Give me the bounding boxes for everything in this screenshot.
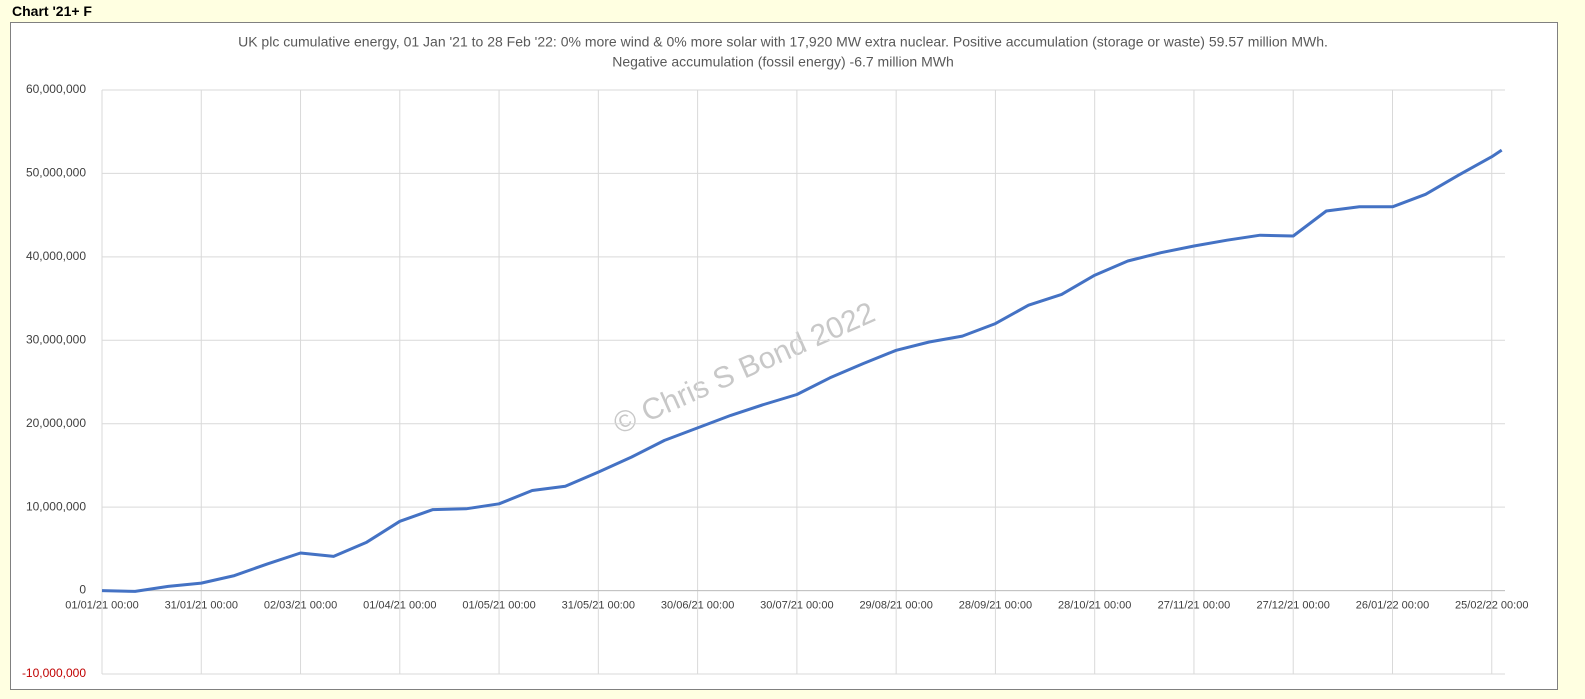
sheet-title: Chart '21+ F (12, 3, 92, 19)
y-tick-label: 30,000,000 (26, 332, 86, 346)
x-tick-label: 02/03/21 00:00 (264, 599, 337, 611)
y-tick-label: 20,000,000 (26, 416, 86, 430)
x-tick-label: 29/08/21 00:00 (859, 599, 932, 611)
x-tick-label: 27/11/21 00:00 (1158, 599, 1231, 611)
x-tick-label: 30/07/21 00:00 (760, 599, 833, 611)
x-tick-label: 31/01/21 00:00 (165, 599, 238, 611)
x-tick-label: 30/06/21 00:00 (661, 599, 734, 611)
y-tick-label: 60,000,000 (26, 82, 86, 96)
x-tick-label: 25/02/22 00:00 (1455, 599, 1528, 611)
y-tick-label: 40,000,000 (26, 249, 86, 263)
chart-subtitle: Negative accumulation (fossil energy) -6… (612, 54, 954, 70)
x-tick-label: 28/10/21 00:00 (1058, 599, 1131, 611)
y-tick-label: 10,000,000 (26, 499, 86, 513)
y-tick-label: 0 (79, 583, 86, 597)
x-tick-label: 27/12/21 00:00 (1257, 599, 1330, 611)
y-tick-label: 50,000,000 (26, 166, 86, 180)
chart-frame (10, 22, 1558, 690)
y-tick-label: -10,000,000 (22, 666, 86, 680)
x-tick-label: 01/05/21 00:00 (462, 599, 535, 611)
x-tick-label: 28/09/21 00:00 (959, 599, 1032, 611)
x-tick-label: 26/01/22 00:00 (1356, 599, 1429, 611)
x-tick-label: 01/04/21 00:00 (363, 599, 436, 611)
x-tick-label: 01/01/21 00:00 (65, 599, 138, 611)
chart-title: UK plc cumulative energy, 01 Jan '21 to … (238, 34, 1328, 50)
x-tick-label: 31/05/21 00:00 (562, 599, 635, 611)
data-line (101, 148, 1503, 593)
